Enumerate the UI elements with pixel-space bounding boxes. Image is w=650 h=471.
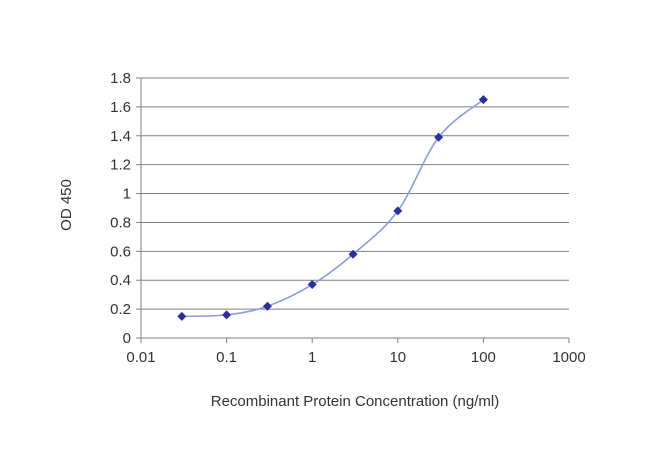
data-point-6 [434, 132, 444, 142]
data-point-4 [348, 249, 358, 259]
series [177, 95, 488, 321]
data-point-5 [393, 206, 403, 216]
y-tick-label-9: 1.8 [110, 70, 131, 87]
x-tick-label-5: 1000 [552, 349, 585, 366]
series-line-0 [181, 99, 484, 318]
x-tick-label-3: 10 [389, 349, 406, 366]
data-point-3 [307, 280, 317, 290]
x-tick-label-4: 100 [471, 349, 496, 366]
y-tick-label-1: 0.2 [110, 301, 131, 318]
x-tick-label-0: 0.01 [126, 349, 155, 366]
data-point-0 [177, 311, 187, 321]
y-tick-label-7: 1.4 [110, 128, 131, 145]
tick-labels: 0 0.2 0.4 0.6 0.8 1 1.2 1.4 1.6 1.8 0.01 0.1 1 10 100 1… [110, 70, 586, 366]
data-point-7 [478, 95, 488, 105]
x-tick-label-1: 0.1 [216, 349, 237, 366]
x-tick-label-2: 1 [308, 349, 316, 366]
grid [141, 77, 569, 310]
y-tick-label-3: 0.6 [110, 243, 131, 260]
axes [136, 77, 570, 343]
y-tick-label-5: 1 [123, 186, 131, 203]
y-tick-label-4: 0.8 [110, 214, 131, 231]
y-tick-label-6: 1.2 [110, 157, 131, 174]
y-axis-label: OD 450 [58, 179, 75, 231]
data-point-2 [262, 301, 272, 311]
y-tick-label-8: 1.6 [110, 99, 131, 116]
y-tick-label-2: 0.4 [110, 272, 131, 289]
data-point-1 [222, 310, 232, 320]
x-axis-label: Recombinant Protein Concentration (ng/ml… [211, 393, 499, 410]
y-tick-label-0: 0 [123, 330, 131, 347]
